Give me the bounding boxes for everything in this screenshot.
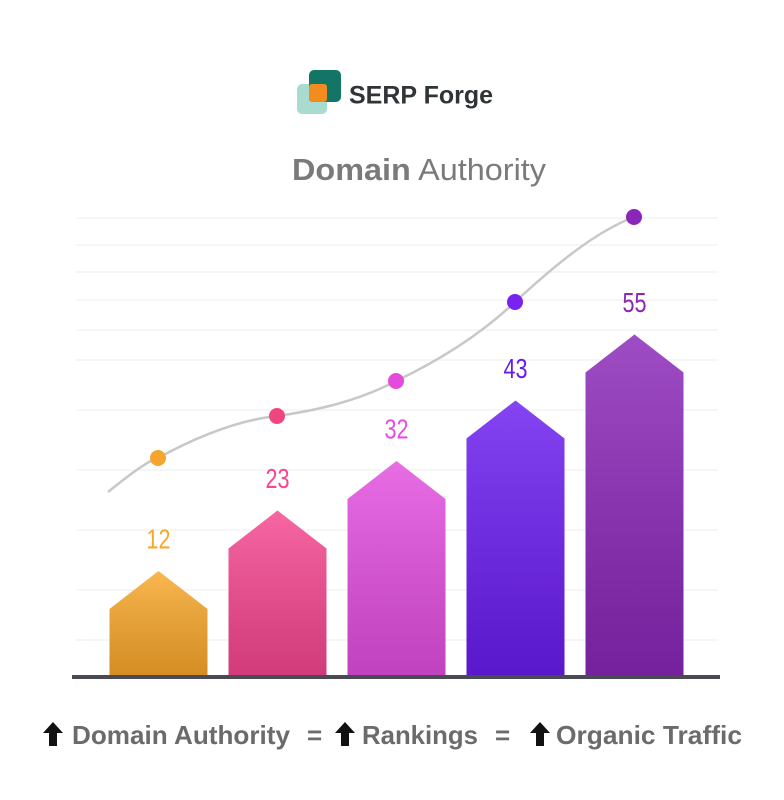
value-label: 12 — [147, 523, 171, 554]
value-label: 55 — [623, 287, 647, 318]
logo: SERP Forge — [297, 70, 493, 114]
footer-item: Organic Traffic — [556, 720, 742, 750]
up-arrow — [530, 722, 550, 746]
trend-dot — [388, 373, 404, 389]
logo-square — [309, 84, 327, 102]
value-label: 43 — [504, 353, 528, 384]
footer-item: Rankings — [362, 720, 478, 750]
value-label: 32 — [385, 413, 409, 444]
chart-title: Domain Authority — [292, 152, 547, 187]
value-label: 23 — [266, 463, 290, 494]
footer: Domain Authority = Rankings = Organic Tr… — [43, 720, 742, 750]
trend-dot — [150, 450, 166, 466]
trend-line — [107, 209, 642, 493]
bar-shade — [109, 571, 208, 675]
up-arrow — [43, 722, 63, 746]
footer-separator: = — [307, 720, 322, 750]
title-strong: Domain — [292, 152, 411, 187]
bar-shade — [466, 400, 565, 675]
title-rest: Authority — [418, 152, 546, 187]
brand-name: SERP Forge — [349, 82, 493, 110]
bars: 12 23 32 43 55 — [109, 287, 684, 675]
trend-dot — [626, 209, 642, 225]
bar-shade — [585, 334, 684, 675]
up-arrow — [335, 722, 355, 746]
footer-item: Domain Authority — [72, 720, 291, 750]
footer-separator: = — [495, 720, 510, 750]
bar-shade — [347, 461, 446, 675]
trend-dot — [507, 294, 523, 310]
trend-dot — [269, 408, 285, 424]
bar-shade — [228, 510, 327, 675]
